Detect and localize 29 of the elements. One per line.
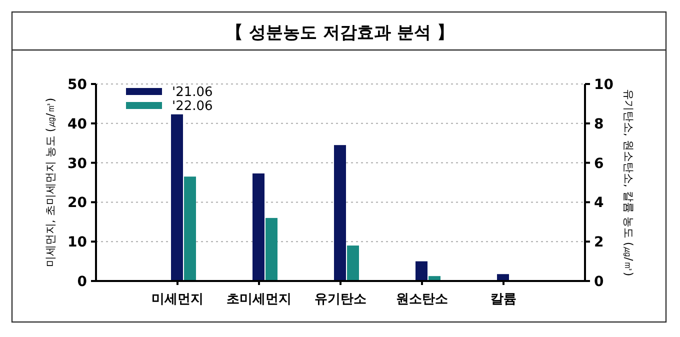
y-tick-label: 40: [68, 116, 88, 132]
x-tick-label: 초미세먼지: [226, 292, 292, 307]
y2-tick-label: 0: [594, 274, 604, 290]
y-axis-title: 미세먼지, 초미세먼지 농도 (㎍/㎥): [44, 98, 57, 268]
x-tick-label: 칼륨: [490, 292, 516, 307]
y2-axis-title: 유기탄소, 원소탄소, 칼륨 농도 (㎍/㎥): [622, 88, 635, 276]
y2-tick-label: 6: [594, 156, 604, 172]
bar: [334, 145, 346, 281]
x-tick-label: 원소탄소: [396, 292, 448, 307]
chart-title: 【 성분농도 저감효과 분석 】: [226, 23, 454, 43]
y-tick-label: 0: [77, 274, 88, 290]
y2-tick-label: 8: [594, 116, 604, 132]
y2-tick-label: 10: [594, 77, 614, 93]
legend-label: '22.06: [172, 99, 213, 114]
bar: [171, 114, 183, 281]
y-tick-label: 10: [68, 234, 88, 251]
y-tick-label: 20: [68, 195, 88, 212]
bar: [184, 176, 196, 281]
legend-label: '21.06: [172, 85, 213, 100]
bar: [266, 218, 278, 281]
bar: [347, 246, 359, 281]
x-tick-label: 미세먼지: [152, 292, 204, 307]
x-tick-label: 유기탄소: [314, 292, 366, 307]
bar: [416, 261, 428, 281]
y2-tick-label: 2: [594, 234, 604, 251]
y-tick-label: 30: [68, 156, 88, 172]
y2-tick-label: 4: [594, 195, 604, 212]
y-tick-label: 50: [68, 77, 88, 93]
bar: [252, 173, 264, 281]
